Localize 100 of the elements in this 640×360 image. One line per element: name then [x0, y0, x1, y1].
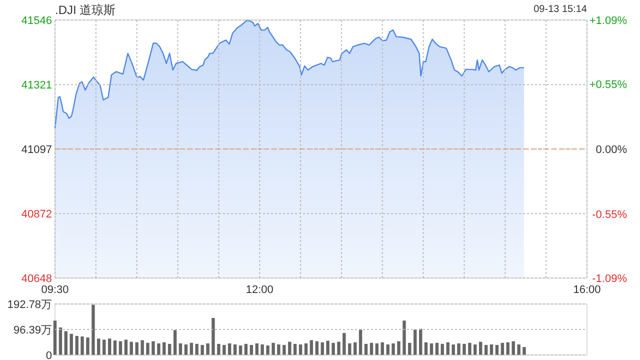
bar	[479, 342, 482, 355]
y2-tick-label: 0.00%	[596, 144, 628, 156]
y2-tick-label: -1.09%	[592, 272, 628, 285]
bar	[212, 318, 215, 355]
bar	[326, 340, 330, 355]
bar	[70, 334, 73, 355]
y-tick-label: 0	[46, 350, 52, 360]
bar	[424, 342, 428, 355]
bar	[92, 304, 95, 355]
bar	[419, 328, 422, 355]
bar	[440, 344, 444, 355]
bar	[435, 342, 439, 355]
bar	[517, 344, 520, 355]
bar	[337, 342, 340, 355]
bar	[118, 341, 122, 355]
bar	[97, 338, 100, 355]
bar	[157, 343, 160, 355]
bar	[457, 343, 460, 355]
bar	[298, 344, 302, 355]
bar	[522, 347, 526, 355]
bar	[408, 342, 412, 355]
bar	[380, 342, 384, 355]
bar	[250, 344, 254, 355]
chart-title: .DJI 道琼斯	[55, 3, 116, 17]
bar	[358, 330, 362, 355]
bar	[102, 340, 106, 355]
bar	[135, 342, 138, 355]
bar	[238, 345, 242, 355]
bar	[80, 336, 84, 355]
bar	[266, 345, 270, 355]
bar	[342, 333, 346, 355]
y-tick-label: 40872	[21, 208, 52, 220]
y-tick-label: 96.39万	[13, 324, 52, 336]
y2-tick-label: +1.09%	[589, 14, 628, 27]
bar	[108, 338, 112, 355]
bar	[348, 343, 352, 355]
bar	[392, 343, 395, 355]
bar	[370, 342, 374, 355]
bar	[190, 342, 194, 355]
bar	[86, 338, 90, 355]
bar	[452, 344, 455, 355]
bar	[304, 343, 308, 355]
bar	[293, 344, 297, 355]
bar	[277, 344, 280, 355]
bar	[58, 327, 62, 355]
bar	[386, 344, 390, 355]
bar	[200, 344, 204, 355]
bar	[113, 340, 117, 355]
bar	[315, 341, 319, 355]
bar	[500, 342, 504, 355]
bar	[53, 320, 57, 355]
bar	[140, 340, 144, 355]
bar	[217, 344, 220, 355]
bar	[332, 342, 335, 355]
bar	[310, 340, 314, 355]
y-tick-label: 41097	[21, 144, 52, 156]
bar	[228, 343, 232, 355]
bar	[222, 344, 226, 355]
y-tick-label: 41321	[21, 79, 52, 92]
bar	[124, 340, 128, 355]
x-tick-label: 09:30	[41, 284, 69, 296]
bar	[146, 342, 150, 355]
bar	[173, 330, 177, 355]
bar	[397, 341, 400, 355]
bar	[468, 342, 472, 355]
bar	[255, 343, 259, 355]
bar	[75, 336, 78, 355]
bar	[512, 341, 515, 355]
bar	[402, 320, 406, 355]
bar	[162, 342, 166, 355]
bar	[506, 342, 510, 355]
bar	[375, 343, 378, 355]
bar	[64, 331, 68, 355]
x-tick-label: 16:00	[573, 284, 601, 296]
bar	[272, 342, 275, 355]
bar	[130, 342, 133, 355]
bar	[364, 344, 368, 355]
y-tick-label: 41546	[21, 14, 52, 27]
bar	[320, 342, 324, 355]
bar	[195, 344, 198, 355]
bar	[168, 344, 172, 355]
bar	[484, 344, 488, 355]
x-tick-label: 12:00	[246, 284, 274, 296]
bar	[414, 330, 417, 355]
bar	[260, 344, 264, 355]
bar	[184, 344, 188, 355]
bar	[178, 343, 182, 355]
bar	[244, 344, 248, 355]
bar	[474, 344, 477, 355]
bar	[282, 344, 286, 355]
bar	[206, 343, 210, 355]
bar	[462, 344, 466, 355]
y2-tick-label: +0.55%	[589, 78, 628, 91]
y-tick-label: 40648	[21, 272, 52, 285]
bar	[495, 344, 499, 355]
chart-subtitle: 09-13 15:14	[534, 4, 588, 15]
bar	[446, 342, 450, 355]
bar	[490, 344, 494, 355]
y-tick-label: 192.78万	[7, 298, 52, 311]
bar	[152, 341, 155, 355]
